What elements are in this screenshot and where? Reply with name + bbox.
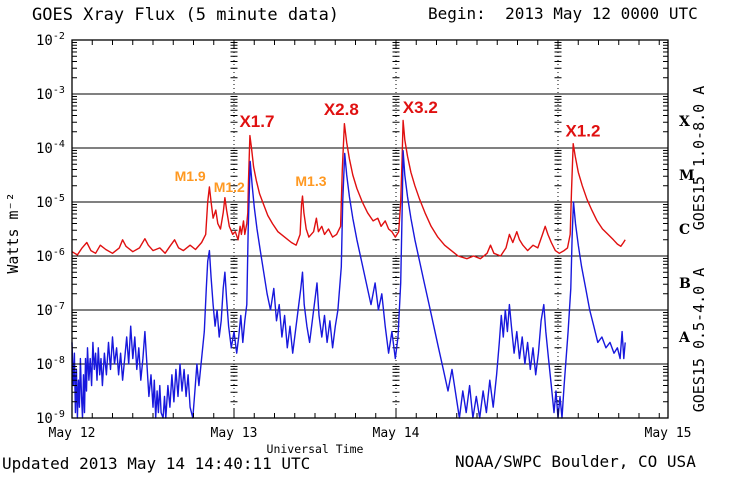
y-tick-label: 10-2	[36, 31, 65, 49]
long-channel-curve	[71, 119, 626, 260]
flare-class-letter: C	[679, 222, 690, 238]
x-tick-label: May 12	[49, 426, 96, 441]
y-tick-label: 10-3	[36, 85, 65, 103]
day-boundary-dotted-lines	[230, 40, 562, 418]
plot-border	[71, 39, 669, 419]
short-channel-curve	[71, 149, 626, 419]
y-axis-title: Watts m⁻²	[4, 192, 22, 273]
flux-series	[71, 119, 626, 419]
begin-label: Begin: 2013 May 12 0000 UTC	[428, 4, 698, 23]
credit-label: NOAA/SWPC Boulder, CO USA	[455, 452, 696, 471]
y-tick-label: 10-7	[36, 301, 65, 319]
flare-class-letter: M	[679, 168, 695, 184]
flare-annotation: X1.7	[239, 112, 274, 131]
flare-annotation: X2.8	[324, 100, 359, 119]
flare-annotation: M1.3	[295, 173, 326, 189]
flare-annotation: X1.2	[565, 121, 600, 140]
x-tick-label: May 15	[645, 426, 692, 441]
flare-annotation: M1.2	[214, 179, 245, 195]
x-tick-label: May 14	[373, 426, 420, 441]
y-tick-label: 10-5	[36, 193, 65, 211]
chart-title: GOES Xray Flux (5 minute data)	[32, 5, 339, 25]
updated-label: Updated 2013 May 14 14:40:11 UTC	[2, 454, 310, 473]
right-axis-label-short-channel: GOES15 0.5-4.0 A	[690, 268, 708, 413]
y-tick-label: 10-9	[36, 409, 65, 427]
flare-class-letter: X	[679, 114, 690, 130]
gridlines	[72, 93, 668, 365]
y-tick-label: 10-4	[36, 139, 65, 157]
flare-class-letter: A	[678, 330, 691, 346]
y-tick-label: 10-8	[36, 355, 65, 373]
x-axis-title: Universal Time	[267, 442, 364, 456]
plot-frame-and-ticks	[71, 39, 669, 419]
flare-class-letter: B	[679, 276, 691, 292]
flare-annotations: M1.9 M1.2 X1.7 M1.3 X2.8 X3.2 X1.2	[175, 98, 601, 195]
right-axis-label-long-channel: GOES15 1.0-8.0 A	[690, 86, 708, 231]
flare-annotation: X3.2	[403, 98, 438, 117]
x-tick-label: May 13	[211, 426, 258, 441]
flare-annotation: M1.9	[175, 168, 206, 184]
y-tick-label: 10-6	[36, 247, 65, 265]
